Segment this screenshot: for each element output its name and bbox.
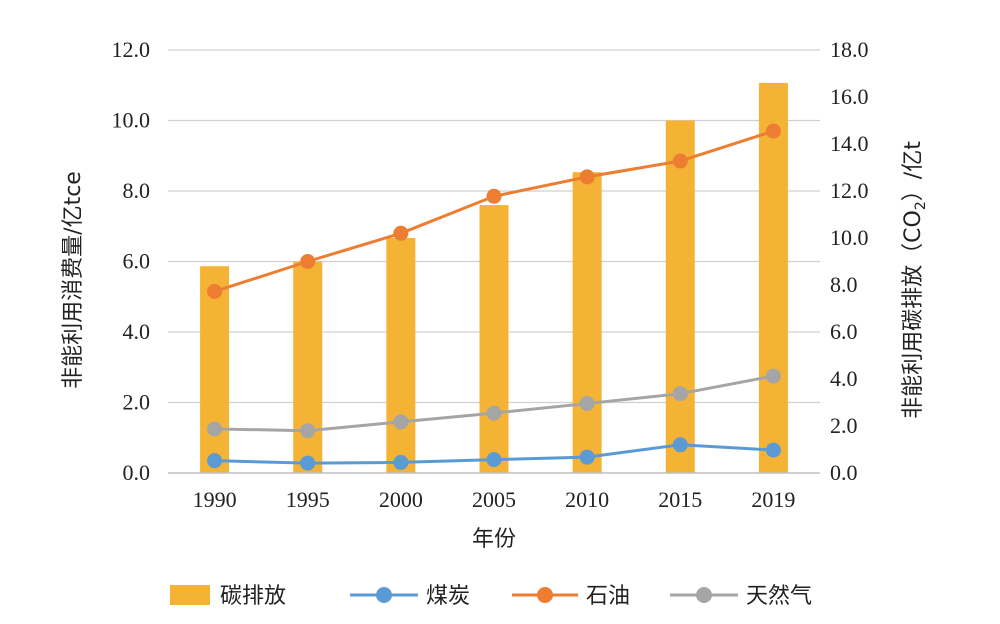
point-natural-gas	[672, 386, 688, 402]
x-tick-label: 1995	[286, 487, 330, 512]
point-oil	[393, 225, 409, 241]
legend-item-coal: 煤炭	[350, 584, 470, 609]
point-natural-gas	[486, 405, 502, 421]
left-y-axis-ticks: 0.0 2.0 4.0 6.0 8.0 10.0 12.0	[112, 37, 151, 485]
point-oil	[672, 153, 688, 169]
right-y-axis-title-tail: ）/亿t	[901, 141, 926, 201]
legend: 碳排放 煤炭 石油 天然气	[170, 584, 812, 609]
x-tick-label: 2019	[751, 487, 795, 512]
x-axis-ticks: 1990 1995 2000 2005 2010 2015 2019	[193, 487, 796, 512]
bar-carbon-emission	[572, 172, 602, 473]
line-series-group	[207, 123, 781, 471]
legend-label-coal: 煤炭	[426, 584, 470, 609]
right-y-axis-title-main: 非能利用碳排放（CO	[901, 210, 926, 419]
point-coal	[486, 452, 502, 468]
right-y-tick-label: 18.0	[830, 37, 869, 62]
x-tick-label: 2015	[658, 487, 702, 512]
point-natural-gas	[579, 396, 595, 412]
left-y-tick-label: 12.0	[112, 37, 151, 62]
point-natural-gas	[765, 368, 781, 384]
point-natural-gas	[393, 414, 409, 430]
point-coal	[393, 454, 409, 470]
point-coal	[765, 442, 781, 458]
point-oil	[207, 283, 223, 299]
left-y-axis-title: 非能利用消费量/亿tce	[61, 171, 86, 389]
legend-label-natural-gas: 天然气	[746, 584, 812, 609]
legend-item-natural-gas: 天然气	[670, 584, 812, 609]
right-y-tick-label: 10.0	[830, 225, 869, 250]
bar-carbon-emission	[200, 266, 230, 473]
point-coal	[672, 437, 688, 453]
point-oil	[765, 123, 781, 139]
point-natural-gas	[300, 423, 316, 439]
left-y-tick-label: 10.0	[112, 108, 151, 133]
right-y-tick-label: 14.0	[830, 131, 869, 156]
point-oil	[579, 169, 595, 185]
point-coal	[300, 455, 316, 471]
left-y-tick-label: 8.0	[123, 178, 151, 203]
left-y-tick-label: 6.0	[123, 249, 151, 274]
bar-carbon-emission	[758, 82, 788, 474]
point-coal	[579, 449, 595, 465]
legend-label-carbon-emission: 碳排放	[220, 584, 286, 609]
right-y-axis-title: 非能利用碳排放（CO2）/亿t	[901, 141, 929, 419]
right-y-tick-label: 12.0	[830, 178, 869, 203]
bar-carbon-emission	[293, 261, 323, 473]
right-y-tick-label: 8.0	[830, 272, 858, 297]
left-y-tick-label: 0.0	[123, 460, 151, 485]
left-y-tick-label: 4.0	[123, 319, 151, 344]
bar-carbon-emission	[479, 205, 509, 473]
point-natural-gas	[207, 421, 223, 437]
point-oil	[300, 254, 316, 269]
x-tick-label: 2005	[472, 487, 516, 512]
legend-marker-oil	[537, 587, 553, 603]
legend-marker-coal	[376, 587, 392, 603]
right-y-tick-label: 0.0	[830, 460, 858, 485]
right-y-tick-label: 16.0	[830, 84, 869, 109]
point-oil	[486, 188, 502, 204]
bar-carbon-emission	[386, 238, 416, 473]
right-y-axis-ticks: 0.0 2.0 4.0 6.0 8.0 10.0 12.0 14.0 16.0 18.0	[830, 37, 869, 485]
x-tick-label: 2000	[379, 487, 423, 512]
legend-swatch-carbon-emission	[170, 585, 210, 605]
bar-series-carbon-emission	[200, 82, 788, 474]
legend-item-oil: 石油	[512, 584, 630, 609]
x-tick-label: 2010	[565, 487, 609, 512]
x-axis-title: 年份	[472, 527, 516, 552]
bar-carbon-emission	[665, 120, 695, 473]
legend-marker-natural-gas	[696, 587, 712, 603]
right-y-tick-label: 2.0	[830, 413, 858, 438]
legend-label-oil: 石油	[586, 584, 630, 609]
left-y-tick-label: 2.0	[123, 390, 151, 415]
right-y-tick-label: 6.0	[830, 319, 858, 344]
x-tick-label: 1990	[193, 487, 237, 512]
right-y-tick-label: 4.0	[830, 366, 858, 391]
right-y-axis-title-subscript: 2	[913, 201, 929, 210]
legend-item-carbon-emission: 碳排放	[170, 584, 286, 609]
point-coal	[207, 453, 223, 469]
